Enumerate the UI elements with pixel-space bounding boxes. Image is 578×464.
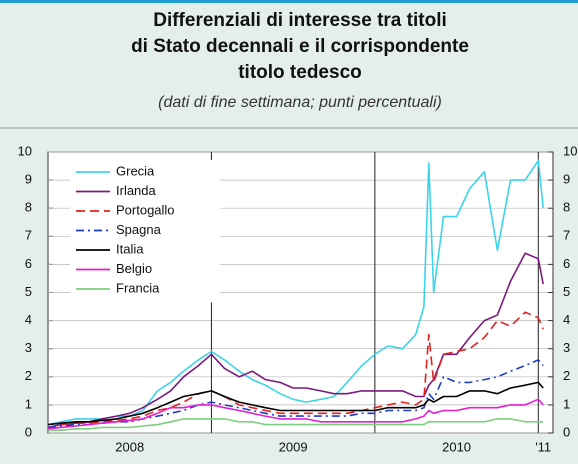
series-line	[47, 159, 544, 426]
legend-label: Belgio	[116, 261, 152, 276]
legend-label: Portogallo	[116, 202, 175, 217]
y2-tick-label: 1	[563, 396, 570, 411]
y2-tick-label: 4	[563, 312, 570, 327]
y2-tick-label: 7	[563, 228, 570, 243]
y-tick-label: 10	[18, 143, 32, 158]
legend: Grecia Irlanda Portogallo Spagna Italia Belgi…	[70, 160, 220, 303]
chart-subtitle: (dati di fine settimana; punti percentua…	[158, 94, 442, 111]
legend-label: Italia	[116, 241, 144, 256]
y2-tick-label: 5	[563, 284, 570, 299]
chart-title: di Stato decennali e il corrispondente	[131, 36, 469, 57]
series-line	[47, 381, 544, 426]
y2-tick-label: 2	[563, 368, 570, 383]
y-tick-label: 5	[25, 284, 32, 299]
legend-label: Grecia	[116, 163, 155, 178]
y-tick-label: 7	[25, 228, 32, 243]
y-tick-label: 3	[25, 340, 32, 355]
series-line	[47, 252, 544, 429]
series-line	[47, 398, 544, 430]
y2-tick-label: 6	[563, 256, 570, 271]
x-tick-label: 2008	[115, 439, 144, 454]
y-tick-label: 8	[25, 200, 32, 215]
series-line	[48, 418, 544, 431]
y-tick-label: 4	[25, 312, 32, 327]
y-tick-label: 6	[25, 256, 32, 271]
y-tick-label: 9	[25, 172, 32, 187]
y-tick-label: 2	[25, 368, 32, 383]
x-tick-label: 2010	[442, 439, 471, 454]
y2-tick-label: 3	[563, 340, 570, 355]
y2-tick-label: 8	[563, 200, 570, 215]
legend-label: Irlanda	[116, 183, 157, 198]
series-line	[47, 311, 544, 429]
legend-label: Spagna	[116, 222, 162, 237]
y-tick-label: 1	[25, 396, 32, 411]
top-band	[0, 0, 578, 3]
y2-tick-label: 10	[563, 143, 577, 158]
chart-title: Differenziali di interesse tra titoli	[153, 10, 447, 31]
y-tick-label: 0	[25, 424, 32, 439]
chart-title: titolo tedesco	[238, 62, 362, 83]
y2-tick-label: 9	[563, 172, 570, 187]
y2-tick-label: 0	[563, 424, 570, 439]
legend-label: Francia	[116, 280, 160, 295]
x-tick-label: 2009	[279, 439, 308, 454]
x-tick-label: '11	[535, 439, 551, 454]
